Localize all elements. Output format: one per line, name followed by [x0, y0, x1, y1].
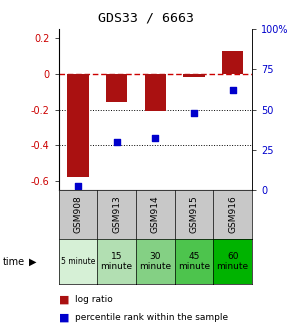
Text: GSM916: GSM916 — [228, 195, 237, 233]
Bar — [222, 51, 243, 74]
Bar — [183, 74, 205, 77]
Bar — [67, 74, 88, 177]
Text: percentile rank within the sample: percentile rank within the sample — [75, 313, 228, 322]
Text: ▶: ▶ — [28, 257, 36, 267]
Text: GDS33 / 6663: GDS33 / 6663 — [98, 11, 195, 25]
Text: 5 minute: 5 minute — [61, 257, 95, 266]
Point — [230, 88, 235, 93]
Point — [153, 136, 158, 141]
Text: GSM913: GSM913 — [112, 195, 121, 233]
Text: log ratio: log ratio — [75, 295, 113, 304]
Point — [192, 110, 196, 115]
Text: time: time — [3, 257, 25, 267]
Text: GSM908: GSM908 — [74, 195, 82, 233]
Point — [114, 139, 119, 144]
Bar — [145, 74, 166, 111]
Text: GSM915: GSM915 — [190, 195, 198, 233]
Text: 45
minute: 45 minute — [178, 252, 210, 271]
Text: 60
minute: 60 minute — [217, 252, 249, 271]
Text: 15
minute: 15 minute — [100, 252, 133, 271]
Text: ■: ■ — [59, 312, 69, 322]
Text: 30
minute: 30 minute — [139, 252, 171, 271]
Point — [76, 184, 80, 189]
Bar — [106, 74, 127, 102]
Text: ■: ■ — [59, 294, 69, 304]
Text: GSM914: GSM914 — [151, 195, 160, 233]
